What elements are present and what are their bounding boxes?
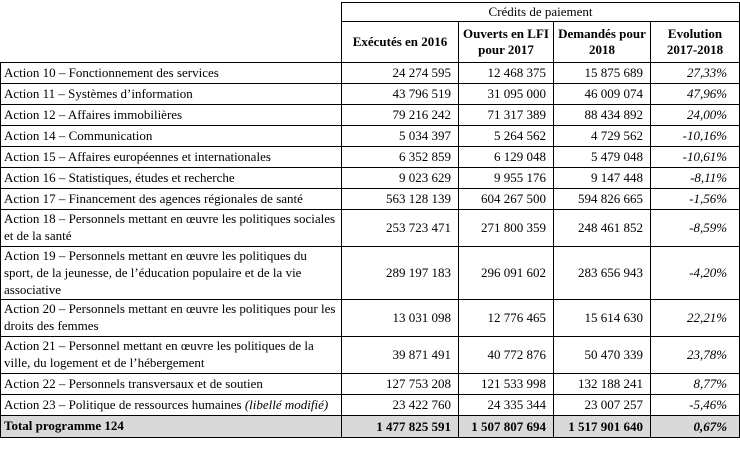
row-amount-value: 31 095 000	[458, 83, 554, 105]
total-row: Total programme 124 1 477 825 591 1 507 80…	[0, 415, 740, 439]
row-label-note: (libellé modifié)	[244, 396, 329, 412]
row-amount-value: 271 800 359	[458, 209, 554, 247]
table-row: Action 12 – Affaires immobilières 79 216 …	[0, 104, 740, 126]
row-amount-value: 5 034 397	[341, 125, 459, 147]
row-label: Total programme 124	[0, 415, 342, 439]
row-amount-value: 6 352 859	[341, 146, 459, 168]
row-amount-value: 23 422 760	[341, 394, 459, 417]
row-amount-value: 6 129 048	[458, 146, 554, 168]
row-evolution-value: -5,46%	[649, 394, 740, 417]
row-amount-value: 253 723 471	[341, 209, 459, 247]
row-label: Action 21 – Personnel mettant en œuvre l…	[0, 336, 342, 375]
row-amount-value: 71 317 389	[458, 104, 554, 126]
row-amount-value: 40 772 876	[458, 336, 554, 375]
row-evolution-value: -10,16%	[649, 125, 740, 147]
row-label: Action 12 – Affaires immobilières	[0, 104, 342, 126]
table-row: Action 19 – Personnels mettant en œuvre …	[0, 245, 740, 301]
row-amount-value: 4 729 562	[553, 125, 651, 147]
table-row: Action 10 – Fonctionnement des services 2…	[0, 62, 740, 84]
row-amount-value: 248 461 852	[553, 209, 651, 247]
table-title-row: Crédits de paiement	[0, 2, 740, 22]
row-amount-value: 79 216 242	[341, 104, 459, 126]
table-row: Action 20 – Personnels mettant en œuvre …	[0, 299, 740, 338]
row-amount-value: 50 470 339	[553, 336, 651, 375]
row-label: Action 19 – Personnels mettant en œuvre …	[0, 245, 342, 301]
row-amount-value: 88 434 892	[553, 104, 651, 126]
row-amount-value: 289 197 183	[341, 245, 459, 301]
table-row: Action 15 – Affaires européennes et inte…	[0, 146, 740, 168]
row-label: Action 15 – Affaires européennes et inte…	[0, 146, 342, 168]
column-header-row: Exécutés en 2016 Ouverts en LFI pour 201…	[0, 21, 740, 63]
row-amount-value: 5 264 562	[458, 125, 554, 147]
row-evolution-value: -8,11%	[649, 167, 740, 189]
table-title: Crédits de paiement	[340, 2, 740, 22]
row-label: Action 17 – Financement des agences régi…	[0, 188, 342, 210]
row-amount-value: 9 955 176	[458, 167, 554, 189]
row-amount-value: 13 031 098	[341, 299, 459, 338]
row-amount-value: 43 796 519	[341, 83, 459, 105]
row-amount-value: 9 147 448	[553, 167, 651, 189]
column-header-executes-2016: Exécutés en 2016	[341, 21, 459, 63]
row-evolution-value: -4,20%	[649, 245, 740, 301]
row-amount-value: 5 479 048	[553, 146, 651, 168]
credits-de-paiement-table: Crédits de paiement Exécutés en 2016 Ouv…	[0, 2, 740, 439]
table-row: Action 11 – Systèmes d’information 43 796…	[0, 83, 740, 105]
row-amount-value: 15 875 689	[553, 62, 651, 84]
row-label: Action 23 – Politique de ressources huma…	[0, 394, 342, 417]
row-amount-value: 283 656 943	[553, 245, 651, 301]
row-amount-value: 121 533 998	[458, 373, 554, 396]
corner-blank-cell	[0, 21, 342, 63]
row-amount-value: 9 023 629	[341, 167, 459, 189]
corner-blank-cell	[0, 2, 342, 22]
row-amount-value: 604 267 500	[458, 188, 554, 210]
row-amount-value: 296 091 602	[458, 245, 554, 301]
table-row: Action 17 – Financement des agences régi…	[0, 188, 740, 210]
row-label: Action 10 – Fonctionnement des services	[0, 62, 342, 84]
row-amount-value: 563 128 139	[341, 188, 459, 210]
row-amount-value: 12 468 375	[458, 62, 554, 84]
table-body: Action 10 – Fonctionnement des services 2…	[0, 62, 740, 439]
row-amount-value: 594 826 665	[553, 188, 651, 210]
row-amount-value: 24 274 595	[341, 62, 459, 84]
row-amount-value: 1 517 901 640	[553, 415, 651, 439]
row-label: Action 14 – Communication	[0, 125, 342, 147]
column-header-ouverts-lfi-2017: Ouverts en LFI pour 2017	[458, 21, 554, 63]
row-amount-value: 1 507 807 694	[458, 415, 554, 439]
table-row: Action 23 – Politique de ressources huma…	[0, 394, 740, 417]
row-amount-value: 132 188 241	[553, 373, 651, 396]
row-amount-value: 1 477 825 591	[341, 415, 459, 439]
table-row: Action 16 – Statistiques, études et rech…	[0, 167, 740, 189]
table-row: Action 14 – Communication 5 034 397 5 264 …	[0, 125, 740, 147]
row-label: Action 22 – Personnels transversaux et d…	[0, 373, 342, 396]
row-amount-value: 24 335 344	[458, 394, 554, 417]
row-evolution-value: 23,78%	[649, 336, 740, 375]
row-amount-value: 127 753 208	[341, 373, 459, 396]
row-label: Action 20 – Personnels mettant en œuvre …	[0, 299, 342, 338]
row-evolution-value: 0,67%	[649, 415, 740, 439]
row-evolution-value: -10,61%	[649, 146, 740, 168]
row-evolution-value: -1,56%	[649, 188, 740, 210]
row-evolution-value: 24,00%	[649, 104, 740, 126]
row-amount-value: 46 009 074	[553, 83, 651, 105]
row-label: Action 16 – Statistiques, études et rech…	[0, 167, 342, 189]
column-header-evolution-2017-2018: Evolution 2017-2018	[649, 21, 740, 63]
row-amount-value: 39 871 491	[341, 336, 459, 375]
row-evolution-value: 27,33%	[649, 62, 740, 84]
row-amount-value: 12 776 465	[458, 299, 554, 338]
table-row: Action 21 – Personnel mettant en œuvre l…	[0, 336, 740, 375]
row-amount-value: 23 007 257	[553, 394, 651, 417]
table-row: Action 22 – Personnels transversaux et d…	[0, 373, 740, 396]
row-label: Action 11 – Systèmes d’information	[0, 83, 342, 105]
row-evolution-value: 47,96%	[649, 83, 740, 105]
row-amount-value: 15 614 630	[553, 299, 651, 338]
row-label: Action 18 – Personnels mettant en œuvre …	[0, 209, 342, 247]
row-evolution-value: 22,21%	[649, 299, 740, 338]
row-evolution-value: 8,77%	[649, 373, 740, 396]
column-header-demandes-2018: Demandés pour 2018	[553, 21, 651, 63]
row-evolution-value: -8,59%	[649, 209, 740, 247]
table-row: Action 18 – Personnels mettant en œuvre …	[0, 209, 740, 247]
